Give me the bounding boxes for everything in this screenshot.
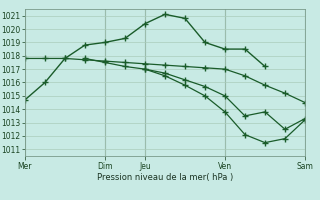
X-axis label: Pression niveau de la mer( hPa ): Pression niveau de la mer( hPa ) [97, 173, 233, 182]
